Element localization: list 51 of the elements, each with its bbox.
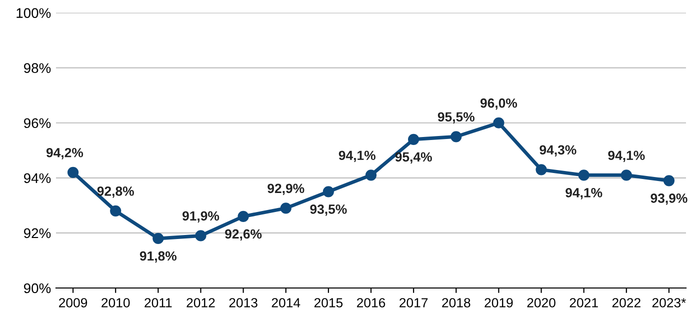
data-label: 94,1% <box>566 188 602 200</box>
data-label: 94,3% <box>540 145 576 156</box>
point <box>493 117 504 128</box>
x-tick-label: 2023* <box>652 298 686 308</box>
data-label: 91,8% <box>140 251 177 263</box>
y-tick-label: 98% <box>24 63 51 74</box>
x-tick-label: 2018 <box>442 298 470 308</box>
y-tick-label: 92% <box>24 228 51 238</box>
point <box>408 134 420 145</box>
x-tick-label: 2011 <box>144 298 172 308</box>
point <box>280 202 292 214</box>
point <box>67 166 79 178</box>
y-tick-label: 94% <box>24 173 51 184</box>
y-tick-label: 100% <box>16 8 51 18</box>
data-label: 94,2% <box>46 148 84 160</box>
data-label: 95,5% <box>438 112 474 124</box>
point <box>110 205 122 216</box>
y-tick-label: 90% <box>24 283 51 294</box>
x-tick-label: 2022 <box>612 298 640 308</box>
point <box>578 170 590 181</box>
point <box>620 170 632 181</box>
data-label: 92,9% <box>268 184 304 195</box>
point <box>365 170 377 181</box>
x-tick-label: 2016 <box>356 298 386 308</box>
point <box>322 186 334 198</box>
data-label: 92,6% <box>225 229 262 241</box>
data-label: 96,0% <box>480 98 518 110</box>
y-tick-label: 96% <box>24 118 51 128</box>
point <box>152 232 164 244</box>
data-label: 91,9% <box>182 211 220 223</box>
x-tick-label: 2010 <box>102 298 130 308</box>
data-label: 93,5% <box>310 204 347 216</box>
x-tick-label: 2012 <box>186 298 215 308</box>
x-tick-label: 2017 <box>400 298 428 308</box>
x-tick-label: 2015 <box>314 298 343 308</box>
data-label: 93,9% <box>650 194 688 205</box>
x-tick-label: 2020 <box>527 298 556 308</box>
point <box>238 210 249 222</box>
x-tick-label: 2014 <box>272 298 300 308</box>
point <box>450 131 462 142</box>
x-tick-label: 2021 <box>570 298 598 308</box>
point <box>663 175 675 186</box>
data-label: 94,1% <box>338 150 376 162</box>
data-label: 95,4% <box>395 152 432 164</box>
x-tick-label: 2013 <box>229 298 258 308</box>
data-label: 92,8% <box>97 186 134 198</box>
x-tick-label: 2009 <box>59 298 88 308</box>
data-label: 94,1% <box>608 150 645 162</box>
point <box>195 230 206 242</box>
x-tick-label: 2019 <box>484 298 513 308</box>
point <box>536 164 547 176</box>
